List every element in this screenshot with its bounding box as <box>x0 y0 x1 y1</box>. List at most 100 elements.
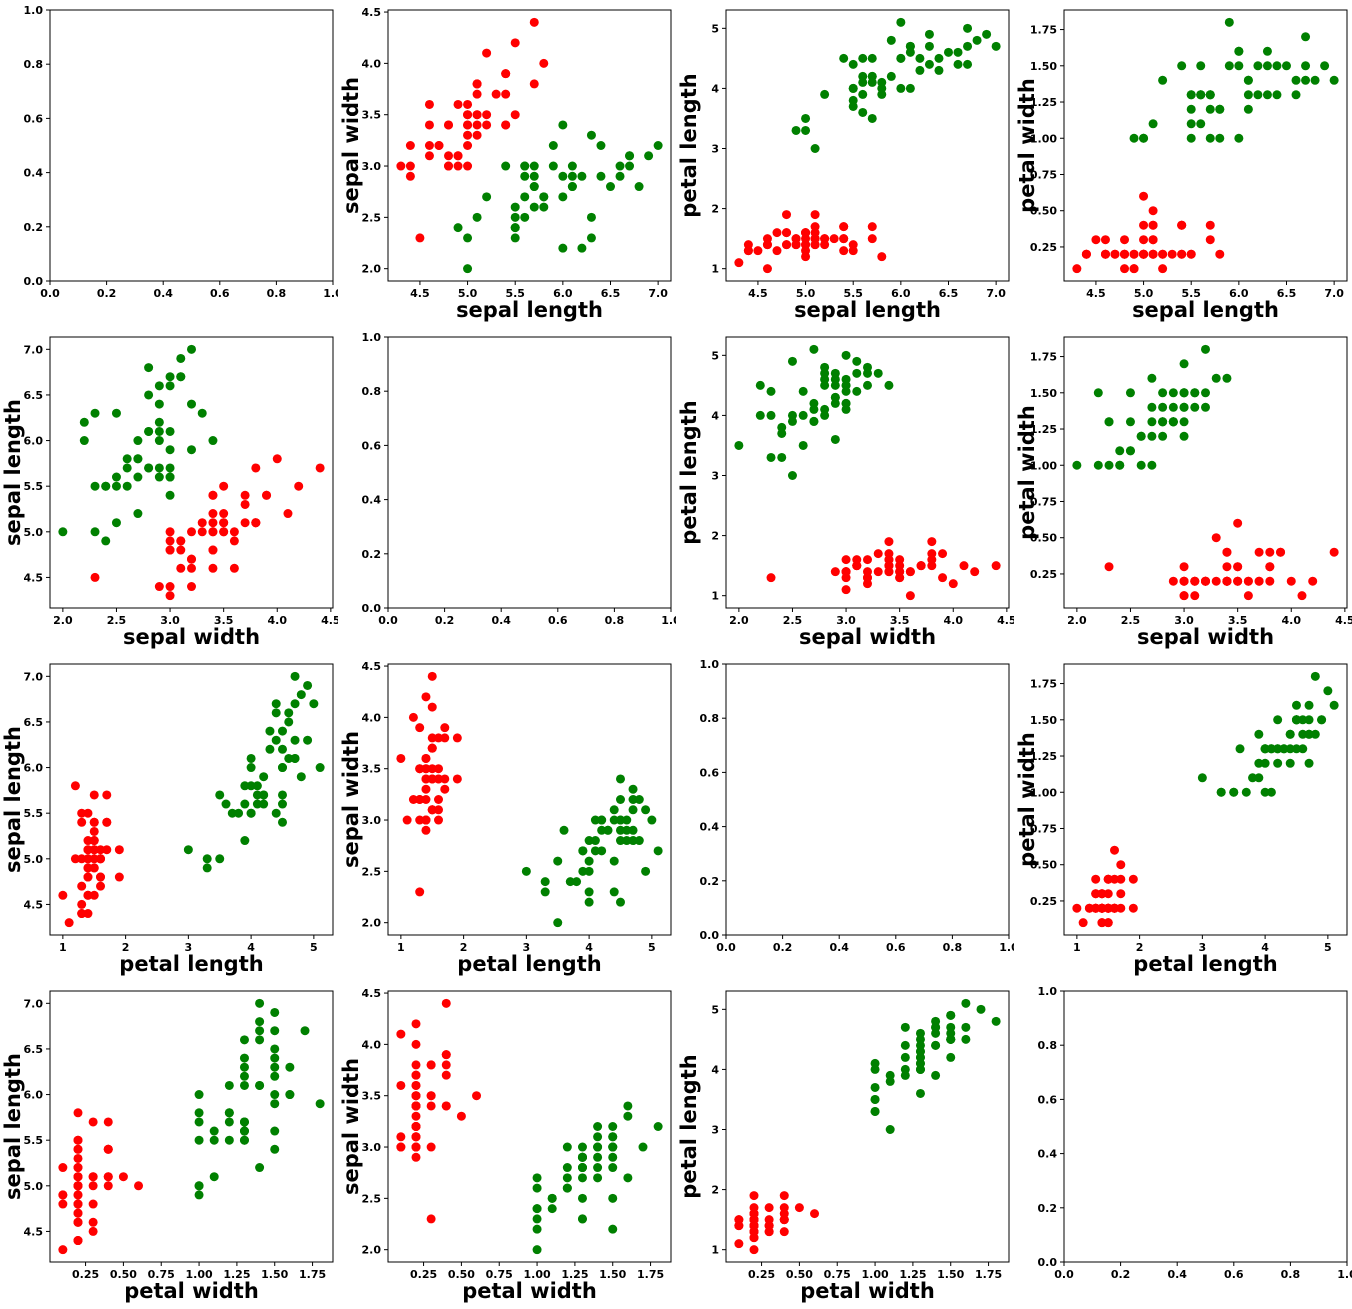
y-tick-label: 0.6 <box>362 439 382 452</box>
data-point <box>83 808 93 818</box>
y-axis-label: petal width <box>1015 78 1039 213</box>
data-point <box>1115 460 1125 470</box>
data-point <box>265 726 275 736</box>
data-point <box>520 192 530 202</box>
data-point <box>653 846 663 856</box>
data-point <box>931 1016 941 1026</box>
data-point <box>133 472 143 482</box>
x-tick-label: 6.0 <box>1229 287 1249 300</box>
data-point <box>529 182 539 192</box>
y-tick-label: 1.75 <box>1030 351 1057 364</box>
data-point <box>801 240 811 250</box>
subplot-cell-r0c2: 4.5 5.0 5.5 6.0 6.5 7.0 1 2 3 4 5 sepal length petal… <box>676 0 1014 328</box>
data-point <box>482 120 492 130</box>
data-point <box>259 772 269 782</box>
data-point <box>609 815 619 825</box>
data-point <box>79 436 89 446</box>
y-tick-label: 0.75 <box>1030 495 1057 508</box>
data-point <box>572 877 582 887</box>
data-point <box>1301 32 1311 42</box>
data-point <box>963 59 973 69</box>
y-tick-label: 4.5 <box>24 1225 44 1238</box>
data-point <box>1125 388 1135 398</box>
data-point <box>562 1163 572 1173</box>
x-tick-label: 4.5 <box>1086 287 1106 300</box>
data-point <box>539 58 549 68</box>
data-point <box>77 817 87 827</box>
x-tick-label: 0.2 <box>1111 1268 1131 1281</box>
data-point <box>133 454 143 464</box>
data-point <box>441 1070 451 1080</box>
y-tick-label: 1.75 <box>1030 678 1057 691</box>
axes-frame <box>725 990 1010 1263</box>
x-tick-label: 3.5 <box>890 614 910 627</box>
data-point <box>309 699 319 709</box>
x-tick-label: 1.50 <box>599 1268 626 1281</box>
data-point <box>1211 373 1221 383</box>
data-point <box>638 1142 648 1152</box>
x-tick-label: 3.5 <box>214 614 234 627</box>
data-point <box>421 815 431 825</box>
data-point <box>820 404 830 414</box>
data-point <box>1186 90 1196 100</box>
data-point <box>924 41 934 51</box>
data-point <box>578 846 588 856</box>
data-point <box>1116 860 1126 870</box>
data-point <box>1128 874 1138 884</box>
axes-frame <box>387 9 672 282</box>
x-tick-label: 5 <box>1324 941 1332 954</box>
subplot-r2c1: 1 2 3 4 5 2.0 2.5 3.0 3.5 4.0 4.5 petal length sepal… <box>339 660 672 976</box>
data-point <box>884 380 894 390</box>
data-point <box>1179 359 1189 369</box>
data-point <box>577 1152 587 1162</box>
data-point <box>426 1142 436 1152</box>
x-tick-label: 3 <box>185 941 193 954</box>
x-tick-label: 5.0 <box>796 287 816 300</box>
data-point <box>520 161 530 171</box>
data-point <box>239 1035 249 1045</box>
data-point <box>290 699 300 709</box>
data-point <box>219 509 229 519</box>
data-point <box>915 1088 925 1098</box>
data-point <box>165 463 175 473</box>
data-point <box>810 1209 820 1219</box>
y-tick-label: 1 <box>711 590 719 603</box>
y-tick-label: 7.0 <box>24 343 44 356</box>
data-point <box>1196 61 1206 71</box>
x-tick-label: 1.0 <box>323 287 338 300</box>
data-point <box>1272 61 1282 71</box>
data-point <box>1091 874 1101 884</box>
data-point <box>396 1132 406 1142</box>
subplot-cell-r2c2: 0.0 0.2 0.4 0.6 0.8 1.0 0.0 0.2 0.4 0.6 0.8 1.0 <box>676 654 1015 982</box>
x-tick-label: 2.0 <box>53 614 73 627</box>
data-point <box>877 252 887 262</box>
data-point <box>1273 715 1283 725</box>
x-tick-label: 7.0 <box>986 287 1006 300</box>
data-point <box>421 795 431 804</box>
x-tick-label: 1.0 <box>999 941 1014 954</box>
x-axis-label: sepal length <box>456 298 603 322</box>
data-point <box>434 795 444 804</box>
x-tick-label: 0.0 <box>716 941 736 954</box>
data-point <box>154 463 164 473</box>
data-point <box>154 417 164 427</box>
data-point <box>653 1122 663 1131</box>
x-tick-label: 4.5 <box>997 614 1014 627</box>
x-tick-label: 1.0 <box>661 614 676 627</box>
data-point <box>787 471 797 480</box>
subplot-cell-r3c0: 0.25 0.50 0.75 1.00 1.25 1.50 1.75 4.5 5.0 5.5 6.0… <box>0 981 338 1309</box>
x-tick-label: 0.0 <box>1054 1268 1074 1281</box>
x-tick-label: 1.00 <box>185 1268 212 1281</box>
data-point <box>873 368 883 378</box>
data-point <box>1253 61 1263 71</box>
data-point <box>577 243 587 253</box>
x-tick-label: 1.75 <box>975 1268 1002 1281</box>
data-point <box>1291 744 1301 754</box>
data-point <box>283 509 293 519</box>
data-point <box>303 680 313 690</box>
data-point <box>1201 344 1210 354</box>
data-point <box>405 141 415 150</box>
data-point <box>623 1173 633 1183</box>
data-point <box>239 1126 249 1136</box>
y-axis-label: petal length <box>677 400 701 544</box>
